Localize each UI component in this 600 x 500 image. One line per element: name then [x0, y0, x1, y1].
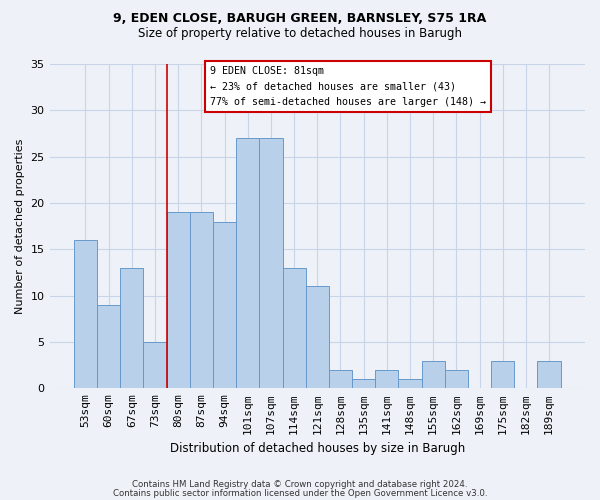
Bar: [491, 360, 514, 388]
Bar: [538, 360, 560, 388]
Bar: [120, 268, 143, 388]
Bar: [143, 342, 167, 388]
Bar: [352, 379, 375, 388]
Bar: [305, 286, 329, 388]
Bar: [283, 268, 305, 388]
Text: Contains public sector information licensed under the Open Government Licence v3: Contains public sector information licen…: [113, 489, 487, 498]
Bar: [74, 240, 97, 388]
Y-axis label: Number of detached properties: Number of detached properties: [15, 138, 25, 314]
Text: Contains HM Land Registry data © Crown copyright and database right 2024.: Contains HM Land Registry data © Crown c…: [132, 480, 468, 489]
Bar: [329, 370, 352, 388]
Bar: [398, 379, 422, 388]
Bar: [236, 138, 259, 388]
Text: 9, EDEN CLOSE, BARUGH GREEN, BARNSLEY, S75 1RA: 9, EDEN CLOSE, BARUGH GREEN, BARNSLEY, S…: [113, 12, 487, 26]
Bar: [259, 138, 283, 388]
Bar: [422, 360, 445, 388]
Bar: [213, 222, 236, 388]
Bar: [190, 212, 213, 388]
Text: 9 EDEN CLOSE: 81sqm
← 23% of detached houses are smaller (43)
77% of semi-detach: 9 EDEN CLOSE: 81sqm ← 23% of detached ho…: [210, 66, 486, 107]
X-axis label: Distribution of detached houses by size in Barugh: Distribution of detached houses by size …: [170, 442, 465, 455]
Bar: [445, 370, 468, 388]
Text: Size of property relative to detached houses in Barugh: Size of property relative to detached ho…: [138, 28, 462, 40]
Bar: [97, 305, 120, 388]
Bar: [167, 212, 190, 388]
Bar: [375, 370, 398, 388]
